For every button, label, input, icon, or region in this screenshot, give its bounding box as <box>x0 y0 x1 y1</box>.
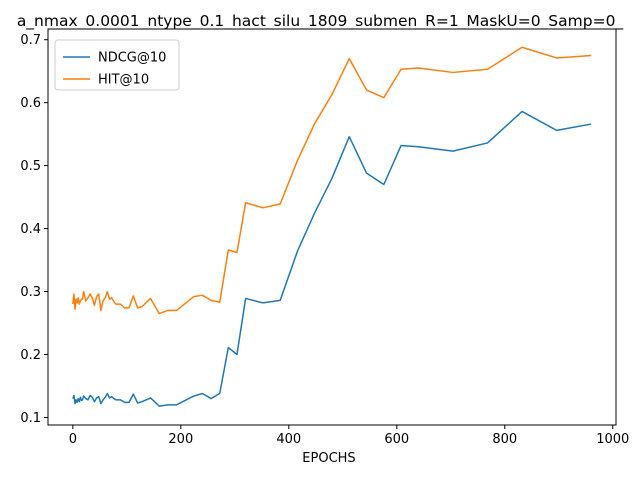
x-tick-label: 600 <box>384 432 409 447</box>
y-tick-label: 0.5 <box>20 159 41 174</box>
y-tick-label: 0.4 <box>20 222 41 237</box>
legend-label-1: HIT@10 <box>98 73 149 88</box>
legend-label-0: NDCG@10 <box>98 51 166 66</box>
x-tick-label: 1000 <box>596 432 629 447</box>
y-axis-ticks: 0.1 0.2 0.3 0.4 0.5 0.6 0.7 <box>20 33 48 426</box>
y-tick-label: 0.7 <box>20 33 41 48</box>
y-tick-label: 0.1 <box>20 411 41 426</box>
series-line-0 <box>72 110 592 407</box>
x-axis-ticks: 0 200 400 600 800 1000 <box>69 425 629 447</box>
x-axis-label: EPOCHS <box>302 451 355 466</box>
y-tick-label: 0.6 <box>20 96 41 111</box>
axes-frame <box>47 28 617 426</box>
x-tick-label: 800 <box>492 432 517 447</box>
x-tick-label: 200 <box>168 432 193 447</box>
legend-box <box>54 39 180 91</box>
series-line-1 <box>72 46 592 315</box>
y-tick-label: 0.3 <box>20 285 41 300</box>
plot-area <box>72 46 592 407</box>
chart-title: a_nmax_0.0001_ntype_0.1_hact_silu_1809_s… <box>17 12 624 31</box>
legend: NDCG@10 HIT@10 <box>54 39 180 91</box>
x-tick-label: 400 <box>276 432 301 447</box>
x-tick-label: 0 <box>69 432 77 447</box>
y-tick-label: 0.2 <box>20 348 41 363</box>
